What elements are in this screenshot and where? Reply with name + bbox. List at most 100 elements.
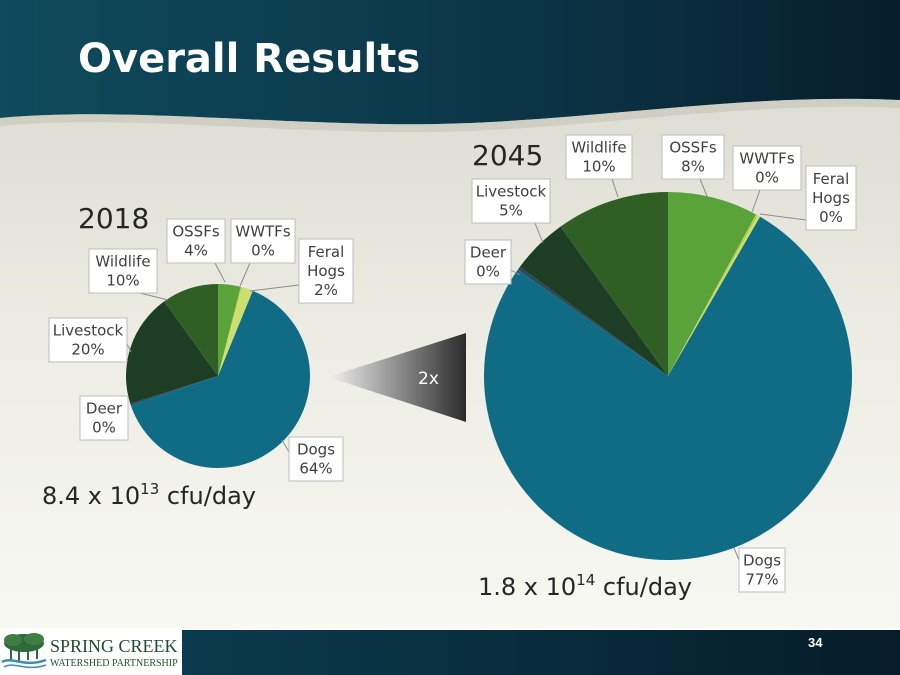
- data-label-value: 8%: [681, 158, 705, 176]
- data-label-name: Dogs: [297, 441, 335, 459]
- rate-2018: 8.4 x 1013 cfu/day: [42, 480, 256, 510]
- data-label-value: 2%: [314, 281, 338, 299]
- data-label-value: 5%: [499, 202, 523, 220]
- data-label-box: [230, 218, 296, 264]
- leader-line-2018-wildlife: [139, 292, 169, 301]
- data-label-name: Feral: [308, 243, 345, 261]
- data-label-box: [565, 134, 633, 180]
- data-label-name: OSSFs: [669, 139, 716, 157]
- pie-slice-2018-deer: [130, 376, 218, 406]
- pie-slice-2045-livestock: [519, 226, 668, 376]
- pie-slice-2045-wildlife: [560, 192, 668, 376]
- data-label-name: Hogs: [812, 189, 850, 207]
- leader-line-2045-feral-hogs: [759, 213, 807, 221]
- leader-line-2045-livestock: [534, 222, 544, 244]
- data-label-value: 10%: [582, 158, 615, 176]
- header-band: [0, 0, 900, 125]
- data-label-value: 0%: [819, 208, 843, 226]
- pie-slice-2045-feral-hogs: [668, 215, 761, 376]
- leader-line-2045-wwtfs: [751, 189, 761, 213]
- data-label-name: Wildlife: [95, 253, 150, 271]
- page-title: Overall Results: [78, 36, 420, 82]
- data-label-box: [732, 145, 802, 191]
- pie-slice-2045-wwtfs: [668, 214, 759, 376]
- year-label-2045: 2045: [472, 139, 543, 172]
- data-label-value: 0%: [92, 419, 116, 437]
- data-label-name: Dogs: [743, 552, 781, 570]
- pie-slice-2018-wildlife: [164, 284, 218, 376]
- data-label-box: [166, 218, 226, 264]
- data-label-box: [288, 436, 344, 482]
- pie-chart-2045: [484, 192, 853, 561]
- page-number: 34: [808, 635, 823, 650]
- data-label-value: 0%: [251, 242, 275, 260]
- leader-line-2018-wwtfs: [239, 262, 251, 287]
- leader-line-2018-feral-hogs: [249, 284, 300, 292]
- data-label-value: 77%: [745, 571, 778, 589]
- leader-line-2018-ossfs: [214, 262, 226, 283]
- growth-label: 2x: [418, 369, 439, 389]
- data-label-name: Wildlife: [571, 139, 626, 157]
- data-label-box: [661, 134, 725, 180]
- logo-text: SPRING CREEK: [50, 636, 178, 656]
- data-label-value: 10%: [106, 272, 139, 290]
- leader-line-2045-ossfs: [699, 178, 708, 197]
- pie-slice-2018-livestock: [125, 301, 218, 404]
- data-label-value: 64%: [299, 460, 332, 478]
- leader-line-2018-dogs: [281, 439, 290, 453]
- data-label-box: [298, 238, 354, 304]
- growth-arrow: [328, 333, 466, 422]
- data-label-name: Livestock: [53, 322, 124, 340]
- data-label-value: 20%: [71, 341, 104, 359]
- logo-subtext: WATERSHED PARTNERSHIP: [50, 658, 178, 669]
- rate-2045: 1.8 x 1014 cfu/day: [478, 571, 692, 601]
- data-label-box: [464, 239, 512, 285]
- year-label-2018: 2018: [78, 202, 149, 235]
- data-label-name: WWTFs: [739, 150, 794, 168]
- leader-line-2045-deer: [510, 269, 521, 276]
- data-label-value: 0%: [476, 263, 500, 281]
- tree-icon: [1, 633, 47, 669]
- data-label-box: [805, 165, 857, 231]
- data-label-box: [79, 395, 129, 441]
- pie-slice-2018-feral-hogs: [218, 287, 253, 376]
- header-wave: [0, 98, 900, 133]
- data-label-value: 0%: [755, 169, 779, 187]
- data-label-name: Livestock: [476, 183, 547, 201]
- data-label-box: [738, 547, 786, 593]
- footer-bar: [182, 630, 900, 675]
- pie-slice-2045-ossfs: [668, 192, 757, 376]
- data-label-name: WWTFs: [235, 223, 290, 241]
- data-label-name: Deer: [470, 244, 507, 262]
- data-label-name: Deer: [86, 400, 123, 418]
- data-label-box: [48, 317, 128, 363]
- pie-slice-2018-dogs: [130, 290, 310, 469]
- spring-creek-logo: SPRING CREEK WATERSHED PARTNERSHIP: [1, 633, 178, 669]
- pie-slice-2045-dogs: [484, 216, 853, 561]
- data-label-value: 4%: [184, 242, 208, 260]
- leader-line-2045-dogs: [733, 547, 740, 561]
- pie-slice-2018-ossfs: [218, 284, 241, 376]
- data-label-name: Feral: [813, 170, 850, 188]
- data-label-name: Hogs: [307, 262, 345, 280]
- leader-line-2018-livestock: [126, 343, 132, 353]
- pie-slice-2045-deer: [517, 266, 668, 376]
- data-label-name: OSSFs: [172, 223, 219, 241]
- data-label-box: [471, 178, 551, 224]
- pie-chart-2018: [125, 284, 310, 469]
